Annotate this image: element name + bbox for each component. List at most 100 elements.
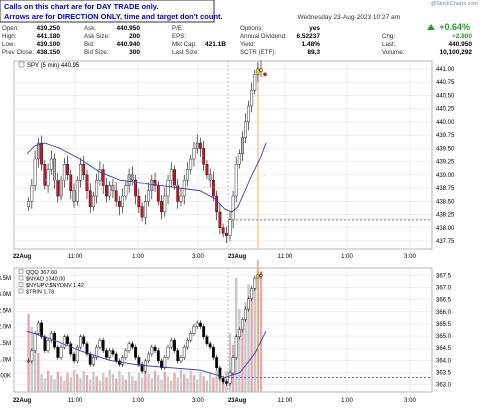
x-tick-label: 22Aug [13, 398, 32, 404]
candle-body [69, 174, 73, 191]
y-tick-label: 440.50 [436, 93, 455, 99]
quote-label: Chg: [382, 33, 395, 40]
candle-body [259, 274, 263, 277]
candle-body [247, 105, 250, 123]
volume-bar [118, 370, 121, 392]
candle-body [56, 346, 60, 358]
volume-bar [59, 376, 63, 392]
volume-bar [76, 374, 79, 392]
candle-body [150, 346, 154, 355]
candle-body [114, 353, 118, 362]
candle-body [237, 153, 241, 165]
candle-body [189, 333, 193, 341]
candle-body [62, 336, 66, 348]
quote-label: Volume: [382, 49, 405, 56]
volume-bar [114, 378, 118, 392]
candle-body [121, 195, 125, 207]
candle-body [166, 179, 170, 197]
x-tick-label: 1:00 [132, 398, 144, 404]
candle-body [66, 336, 69, 344]
candle-body [218, 211, 222, 229]
candle-body [46, 169, 50, 186]
candle-body [62, 164, 66, 181]
volume-bar [218, 374, 222, 392]
volume-bar [53, 379, 56, 392]
candle-body [56, 179, 60, 197]
candle-body [259, 68, 263, 72]
candle-body [250, 288, 254, 299]
candle-body [108, 185, 112, 197]
x-tick-label: 1:00 [341, 254, 353, 260]
candle-body [195, 322, 199, 327]
volume-bar [137, 372, 141, 392]
candle-body [98, 340, 102, 348]
candle-body [43, 164, 47, 186]
candle-body [85, 343, 89, 355]
candle-body [140, 364, 144, 372]
y-tick-label-right: 367.5 [436, 273, 452, 279]
candle-body [95, 179, 99, 197]
candle-body [101, 340, 105, 351]
x-tick-label: 3:00 [404, 254, 416, 260]
volume-bar [144, 369, 147, 392]
quote-value: 440.940 [117, 41, 141, 48]
candle-body [108, 350, 112, 358]
candle-body [240, 137, 244, 154]
volume-bar [79, 378, 82, 392]
indicator-legend: $TRIN 1.78 [26, 290, 54, 296]
y-tick-label-right: 365.0 [436, 334, 452, 340]
candle-body [95, 346, 99, 358]
candle-body [127, 343, 131, 351]
quote-label: Options: [240, 25, 263, 32]
volume-bar [37, 352, 40, 392]
y-tick-label: 439.75 [436, 133, 455, 139]
candle-body [117, 360, 121, 365]
volume-bar [238, 308, 241, 392]
candle-body [79, 164, 82, 181]
volume-bar [192, 375, 196, 392]
volume-bar [250, 295, 253, 392]
quote-label: Low: [2, 41, 15, 48]
candle-body [137, 195, 141, 207]
volume-bar [111, 374, 115, 392]
candle-body [30, 185, 34, 202]
candle-body [33, 158, 37, 186]
legend-swatch [18, 288, 24, 294]
candle-body [124, 350, 128, 358]
candle-body [173, 340, 176, 351]
candle-body [85, 174, 89, 191]
volume-bar [82, 370, 85, 392]
candle-body [53, 158, 56, 181]
volume-bar [66, 372, 69, 392]
y-tick-label-left: 2.0M [0, 325, 11, 331]
candle-body [218, 367, 222, 379]
candle-body [208, 174, 212, 181]
candle-body [134, 179, 138, 197]
candle-body [105, 185, 108, 197]
volume-bar [69, 377, 72, 392]
y-tick-label: 440.75 [436, 80, 455, 86]
y-tick-label: 437.75 [436, 239, 455, 245]
candle-body [192, 326, 196, 334]
candle-body [130, 343, 134, 348]
x-tick-label: 23Aug [228, 398, 247, 404]
indicator-legend: $NYUPV:$NYDNV 1.42 [26, 283, 84, 289]
candle-body [212, 346, 215, 358]
candle-body [169, 169, 173, 181]
candle-body [224, 232, 228, 236]
candle-body [179, 195, 183, 202]
candle-body [202, 148, 206, 165]
candle-body [189, 158, 193, 170]
volume-bar [147, 374, 150, 392]
quote-label: P/E: [172, 25, 184, 32]
volume-bar [105, 377, 108, 392]
volume-bar [166, 376, 170, 392]
quote-value: 300 [129, 49, 140, 56]
candle-body [156, 350, 160, 362]
volume-bar [98, 380, 102, 392]
candle-body [124, 185, 128, 197]
volume-bar [121, 375, 124, 392]
y-tick-label: 441.00 [436, 67, 455, 73]
candle-body [244, 121, 247, 138]
quote-value: 6.52237 [297, 33, 321, 40]
